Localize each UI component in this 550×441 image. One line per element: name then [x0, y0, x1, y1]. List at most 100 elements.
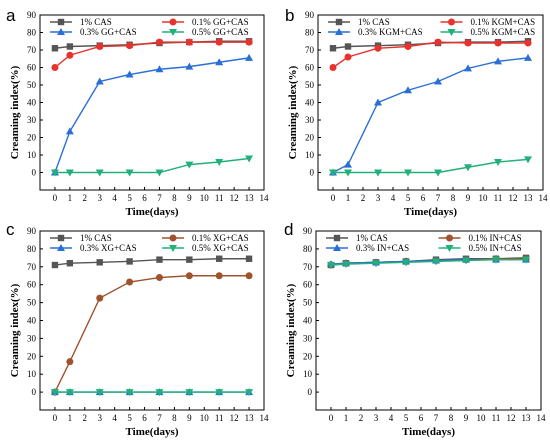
x-axis-title: Time(days) [126, 206, 179, 218]
y-tick-label: 90 [27, 226, 37, 236]
data-point [125, 389, 134, 397]
y-tick-label: 60 [27, 63, 37, 73]
data-point [126, 42, 134, 50]
data-point [522, 256, 530, 264]
x-tick-label: 1 [68, 413, 73, 423]
y-axis-title: Creaming index(%) [285, 283, 297, 377]
x-tick-label: 11 [494, 193, 503, 203]
x-tick-label: 13 [524, 193, 534, 203]
y-tick-label: 60 [305, 63, 315, 73]
y-tick-label: 90 [27, 10, 37, 20]
data-point [51, 261, 59, 269]
y-tick-label: 40 [27, 316, 37, 326]
x-tick-label: 5 [127, 413, 132, 423]
legend-marker [447, 29, 456, 36]
series-line [54, 41, 250, 69]
y-tick-label: 10 [27, 369, 37, 379]
legend-marker [445, 245, 454, 252]
y-tick-label: 40 [27, 98, 37, 108]
legend-marker [446, 234, 453, 242]
legend-label: 0.3% GG+CAS [80, 27, 137, 37]
y-tick-label: 80 [303, 244, 313, 254]
series-line [54, 157, 250, 174]
data-point [50, 169, 59, 177]
x-tick-label: 7 [434, 413, 439, 423]
data-point [434, 77, 442, 85]
data-point [216, 255, 223, 262]
y-axis-title: Creaming index(%) [287, 65, 299, 159]
y-tick-label: 20 [303, 351, 313, 361]
x-tick-label: 5 [406, 193, 411, 203]
legend-marker [169, 18, 177, 26]
data-point [404, 86, 412, 94]
data-point [404, 169, 412, 177]
data-point [66, 358, 74, 366]
y-axis-title: Creaming index(%) [9, 283, 21, 377]
x-tick-label: 4 [389, 413, 394, 423]
x-tick-label: 8 [172, 193, 177, 203]
x-tick-label: 2 [83, 413, 88, 423]
y-tick-label: 70 [305, 45, 315, 55]
y-tick-label: 80 [27, 28, 37, 38]
legend-label: 0.1% XG+CAS [192, 233, 249, 243]
y-axis-title: Creaming index(%) [9, 65, 21, 159]
legend-label: 0.1% KGM+CAS [471, 17, 536, 27]
data-point [374, 98, 382, 106]
x-tick-label: 12 [230, 193, 239, 203]
data-point [66, 260, 74, 267]
legend-label: 0.3% KGM+CAS [358, 27, 423, 37]
x-tick-label: 7 [157, 413, 162, 423]
data-point [126, 258, 133, 265]
y-tick-label: 40 [305, 98, 315, 108]
data-point [245, 272, 253, 280]
x-tick-label: 4 [112, 193, 117, 203]
x-tick-label: 2 [361, 193, 366, 203]
data-point [156, 256, 163, 263]
data-point [404, 43, 412, 50]
data-point [66, 51, 74, 59]
plot-frame [39, 230, 265, 411]
y-tick-label: 70 [27, 262, 37, 272]
y-tick-label: 0 [308, 387, 313, 397]
series-line [54, 275, 250, 393]
x-tick-label: 6 [419, 413, 424, 423]
legend-marker [169, 234, 177, 242]
data-point [342, 261, 350, 269]
x-tick-label: 9 [187, 193, 192, 203]
legend-label: 0.5% IN+CAS [469, 243, 522, 253]
x-tick-label: 14 [539, 193, 549, 203]
y-tick-label: 0 [32, 168, 37, 178]
y-tick-label: 80 [27, 244, 37, 254]
x-tick-label: 6 [142, 193, 147, 203]
x-tick-label: 3 [374, 413, 379, 423]
x-tick-label: 13 [522, 413, 532, 423]
data-point [344, 53, 352, 61]
x-tick-label: 8 [449, 413, 454, 423]
y-tick-label: 70 [27, 45, 37, 55]
data-point [96, 294, 104, 302]
x-tick-label: 3 [97, 413, 102, 423]
data-point [374, 44, 382, 52]
y-tick-label: 70 [303, 262, 313, 272]
data-point [125, 169, 134, 177]
y-tick-label: 50 [305, 80, 315, 90]
data-point [494, 39, 502, 47]
legend-label: 0.1% IN+CAS [469, 233, 522, 243]
x-tick-label: 12 [507, 413, 516, 423]
y-tick-label: 10 [303, 369, 313, 379]
y-tick-label: 20 [27, 351, 37, 361]
y-tick-label: 10 [27, 150, 37, 160]
x-tick-label: 12 [509, 193, 518, 203]
legend-marker [333, 234, 341, 242]
data-point [215, 159, 224, 166]
data-point [432, 258, 440, 266]
data-point [245, 255, 253, 262]
legend-marker [333, 244, 341, 251]
y-tick-label: 90 [303, 226, 313, 236]
legend-label: 0.5% XG+CAS [192, 243, 249, 253]
series-line [333, 158, 529, 174]
series-line [330, 258, 526, 266]
data-point [524, 53, 532, 61]
x-tick-label: 9 [466, 193, 471, 203]
